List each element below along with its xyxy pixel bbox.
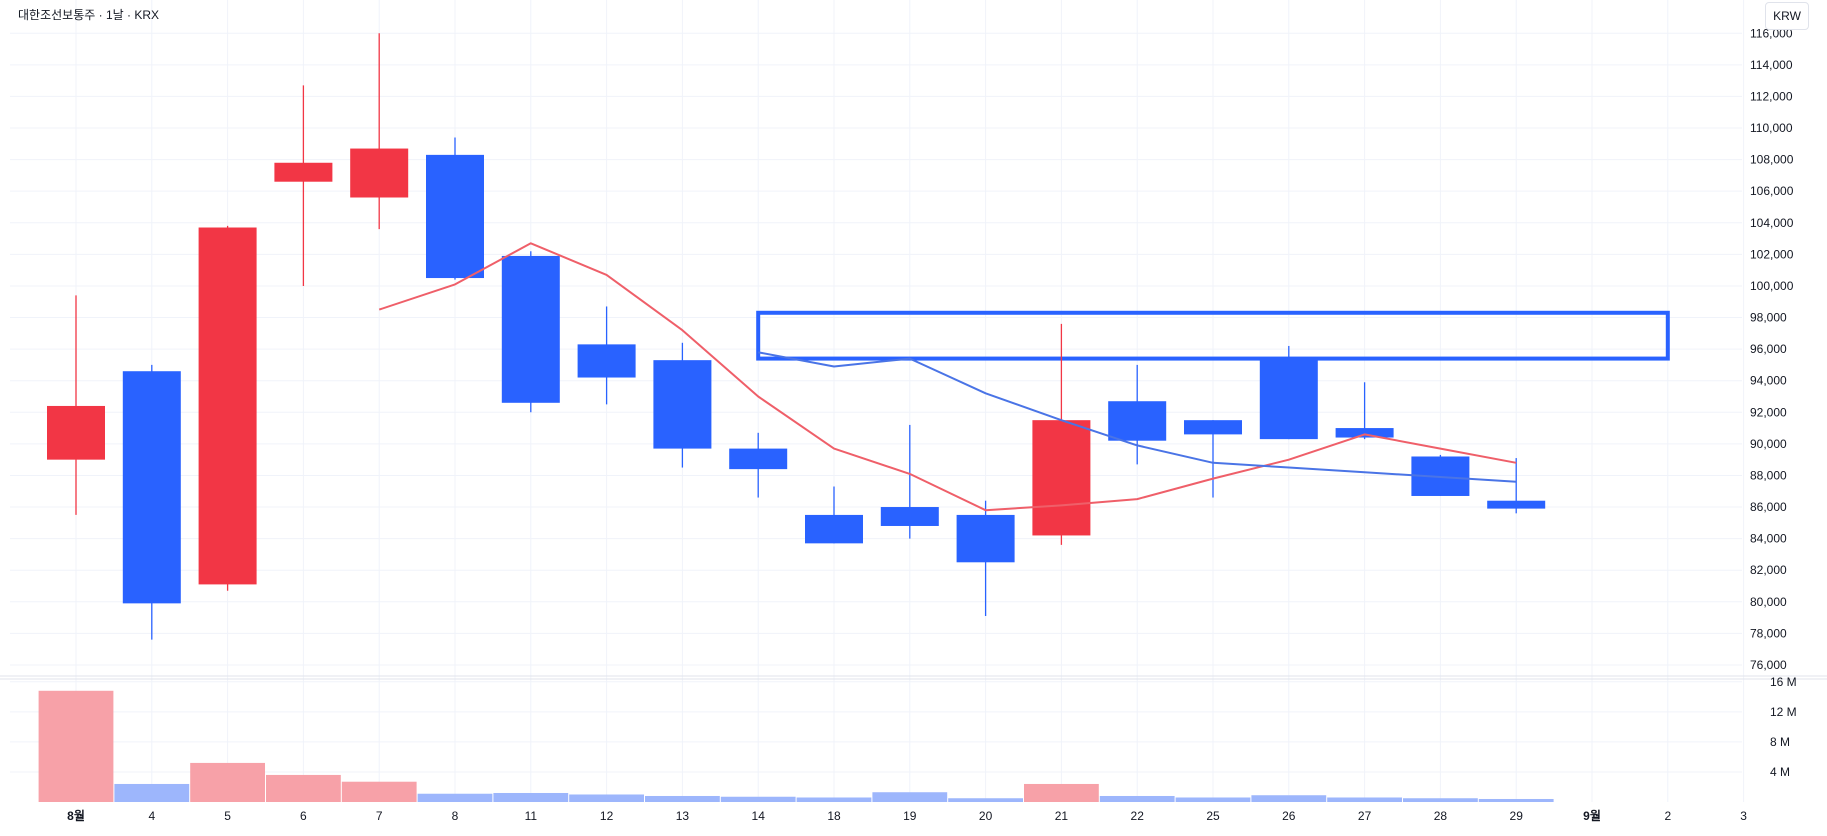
volume-bar [948,798,1023,802]
x-tick-label: 28 [1434,809,1448,823]
x-tick-label: 27 [1358,809,1372,823]
volume-bar [341,781,417,802]
chart-title: 대한조선보통주 · 1날 · KRX [18,8,159,22]
y-tick-label: 94,000 [1750,374,1787,388]
x-tick-label: 29 [1510,809,1524,823]
candle-body [880,507,939,526]
axis-layer: 116,000114,000112,000110,000108,000106,0… [67,26,1797,823]
y-tick-label: 96,000 [1750,342,1787,356]
currency-badge[interactable]: KRW [1765,2,1809,30]
x-tick-label: 5 [224,809,231,823]
x-tick-label: 7 [376,809,383,823]
volume-bar [38,690,114,802]
x-tick-label: 12 [600,809,614,823]
y-tick-label: 92,000 [1750,405,1787,419]
candle-body [198,227,257,585]
x-tick-label: 6 [300,809,307,823]
candle-body [426,154,484,279]
y-tick-label: 76,000 [1750,658,1787,672]
x-tick-label: 4 [148,809,155,823]
y-tick-label: 104,000 [1750,216,1794,230]
candle-body [1032,420,1091,536]
candle-body [122,371,181,604]
y-tick-label: 110,000 [1750,121,1793,135]
candle-body [729,448,788,470]
x-tick-label: 26 [1282,809,1296,823]
volume-layer [38,690,1554,802]
moving-average-red [378,242,1517,512]
volume-bar [796,797,872,802]
candle-body [47,405,105,460]
candle-body [956,514,1015,563]
highlight-zone [756,310,1670,361]
y-tick-label: 102,000 [1750,247,1794,261]
x-tick-label: 22 [1131,809,1145,823]
candle-body [805,514,863,544]
x-tick-label: 14 [752,809,766,823]
x-tick-label: 20 [979,809,993,823]
zone-layer [756,310,1670,361]
volume-bar [1099,795,1175,802]
candle-body [274,162,333,182]
y-tick-label: 90,000 [1750,437,1787,451]
x-tick-label: 19 [903,809,917,823]
candle-body [1184,420,1242,435]
candle-body [1259,357,1318,440]
moving-average-blue [758,351,1517,483]
y-tick-label: 106,000 [1750,184,1794,198]
y-tick-label: 114,000 [1750,58,1793,72]
volume-tick-label: 12 M [1770,705,1797,719]
volume-bar [1478,798,1554,802]
candle-body [350,148,409,198]
y-tick-label: 88,000 [1750,468,1787,482]
y-tick-label: 80,000 [1750,595,1787,609]
volume-bar [266,774,341,802]
volume-bar [417,793,493,802]
volume-bar [1175,797,1251,802]
candle-body [1487,500,1546,509]
volume-tick-label: 8 M [1770,735,1790,749]
volume-bar [190,762,265,802]
candle-body [501,255,560,403]
volume-bar [1403,798,1478,802]
candle-layer [47,33,1546,640]
y-tick-label: 78,000 [1750,626,1787,640]
candle-body [1335,428,1394,438]
x-tick-label: 18 [827,809,841,823]
x-tick-label: 3 [1740,809,1747,823]
volume-tick-label: 4 M [1770,765,1790,779]
y-tick-label: 98,000 [1750,311,1787,325]
x-tick-label: 25 [1206,809,1220,823]
y-tick-label: 100,000 [1750,279,1794,293]
y-tick-label: 112,000 [1750,89,1793,103]
y-tick-label: 108,000 [1750,153,1794,167]
volume-tick-label: 16 M [1770,675,1797,689]
x-tick-label: 8 [452,809,459,823]
volume-bar [569,794,644,802]
x-tick-label: 2 [1664,809,1671,823]
candle-body [577,344,636,378]
x-tick-label: 13 [676,809,690,823]
volume-bar [1024,783,1099,802]
candle-body [1108,401,1167,441]
volume-bar [114,783,190,802]
grid-layer [0,0,1827,802]
candle-body [653,360,712,449]
volume-bar [1251,795,1327,802]
volume-bar [1327,797,1402,802]
y-tick-label: 84,000 [1750,532,1787,546]
x-tick-label: 9월 [1583,808,1601,823]
volume-bar [720,796,796,802]
volume-bar [493,792,569,802]
volume-bar [645,795,720,802]
x-tick-label: 8월 [67,808,85,823]
y-tick-label: 86,000 [1750,500,1787,514]
x-tick-label: 11 [525,809,538,823]
x-tick-label: 21 [1055,809,1069,823]
volume-bar [872,792,948,802]
y-tick-label: 82,000 [1750,563,1787,577]
ma-layer [378,242,1517,512]
